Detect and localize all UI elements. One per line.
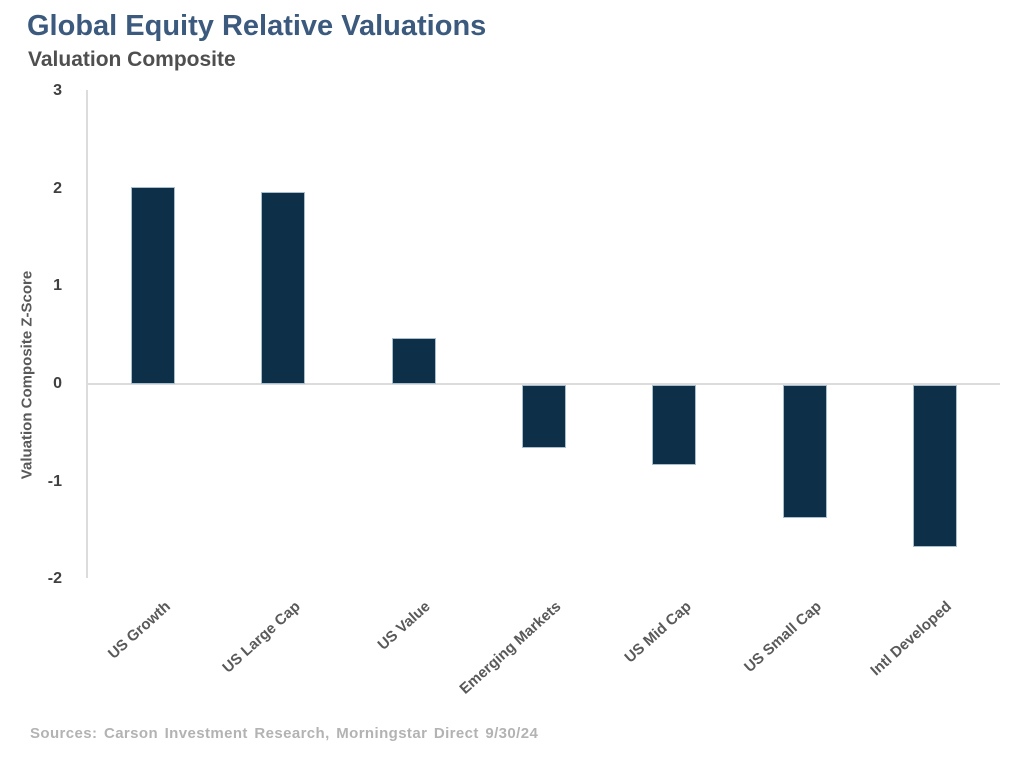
bar-us-small-cap <box>783 385 827 518</box>
y-tick-3: 3 <box>53 82 62 100</box>
x-label-emerging-markets: Emerging Markets <box>456 598 565 698</box>
y-tick-2: 2 <box>53 179 62 197</box>
x-label-us-mid-cap: US Mid Cap <box>621 598 695 667</box>
bar-us-value <box>392 338 436 384</box>
chart-subtitle: Valuation Composite <box>28 48 236 71</box>
bar-us-mid-cap <box>652 385 696 465</box>
bar-intl-developed <box>913 385 957 547</box>
x-label-us-small-cap: US Small Cap <box>741 598 826 676</box>
y-tick-1: 1 <box>53 277 62 295</box>
bar-us-large-cap <box>261 192 305 384</box>
chart-title: Global Equity Relative Valuations <box>27 10 487 42</box>
y-tick--1: -1 <box>47 472 62 490</box>
x-axis-zero-line <box>87 383 1000 385</box>
y-axis-line <box>86 90 88 578</box>
y-tick-0: 0 <box>53 375 62 392</box>
bar-us-growth <box>131 187 175 384</box>
x-label-us-value: US Value <box>374 598 435 654</box>
x-label-intl-developed: Intl Developed <box>867 598 956 680</box>
source-note: Sources: Carson Investment Research, Mor… <box>30 725 539 742</box>
x-label-us-growth: US Growth <box>104 598 174 663</box>
bar-emerging-markets <box>522 385 566 448</box>
y-tick--2: -2 <box>47 570 62 588</box>
x-label-us-large-cap: US Large Cap <box>219 598 304 677</box>
